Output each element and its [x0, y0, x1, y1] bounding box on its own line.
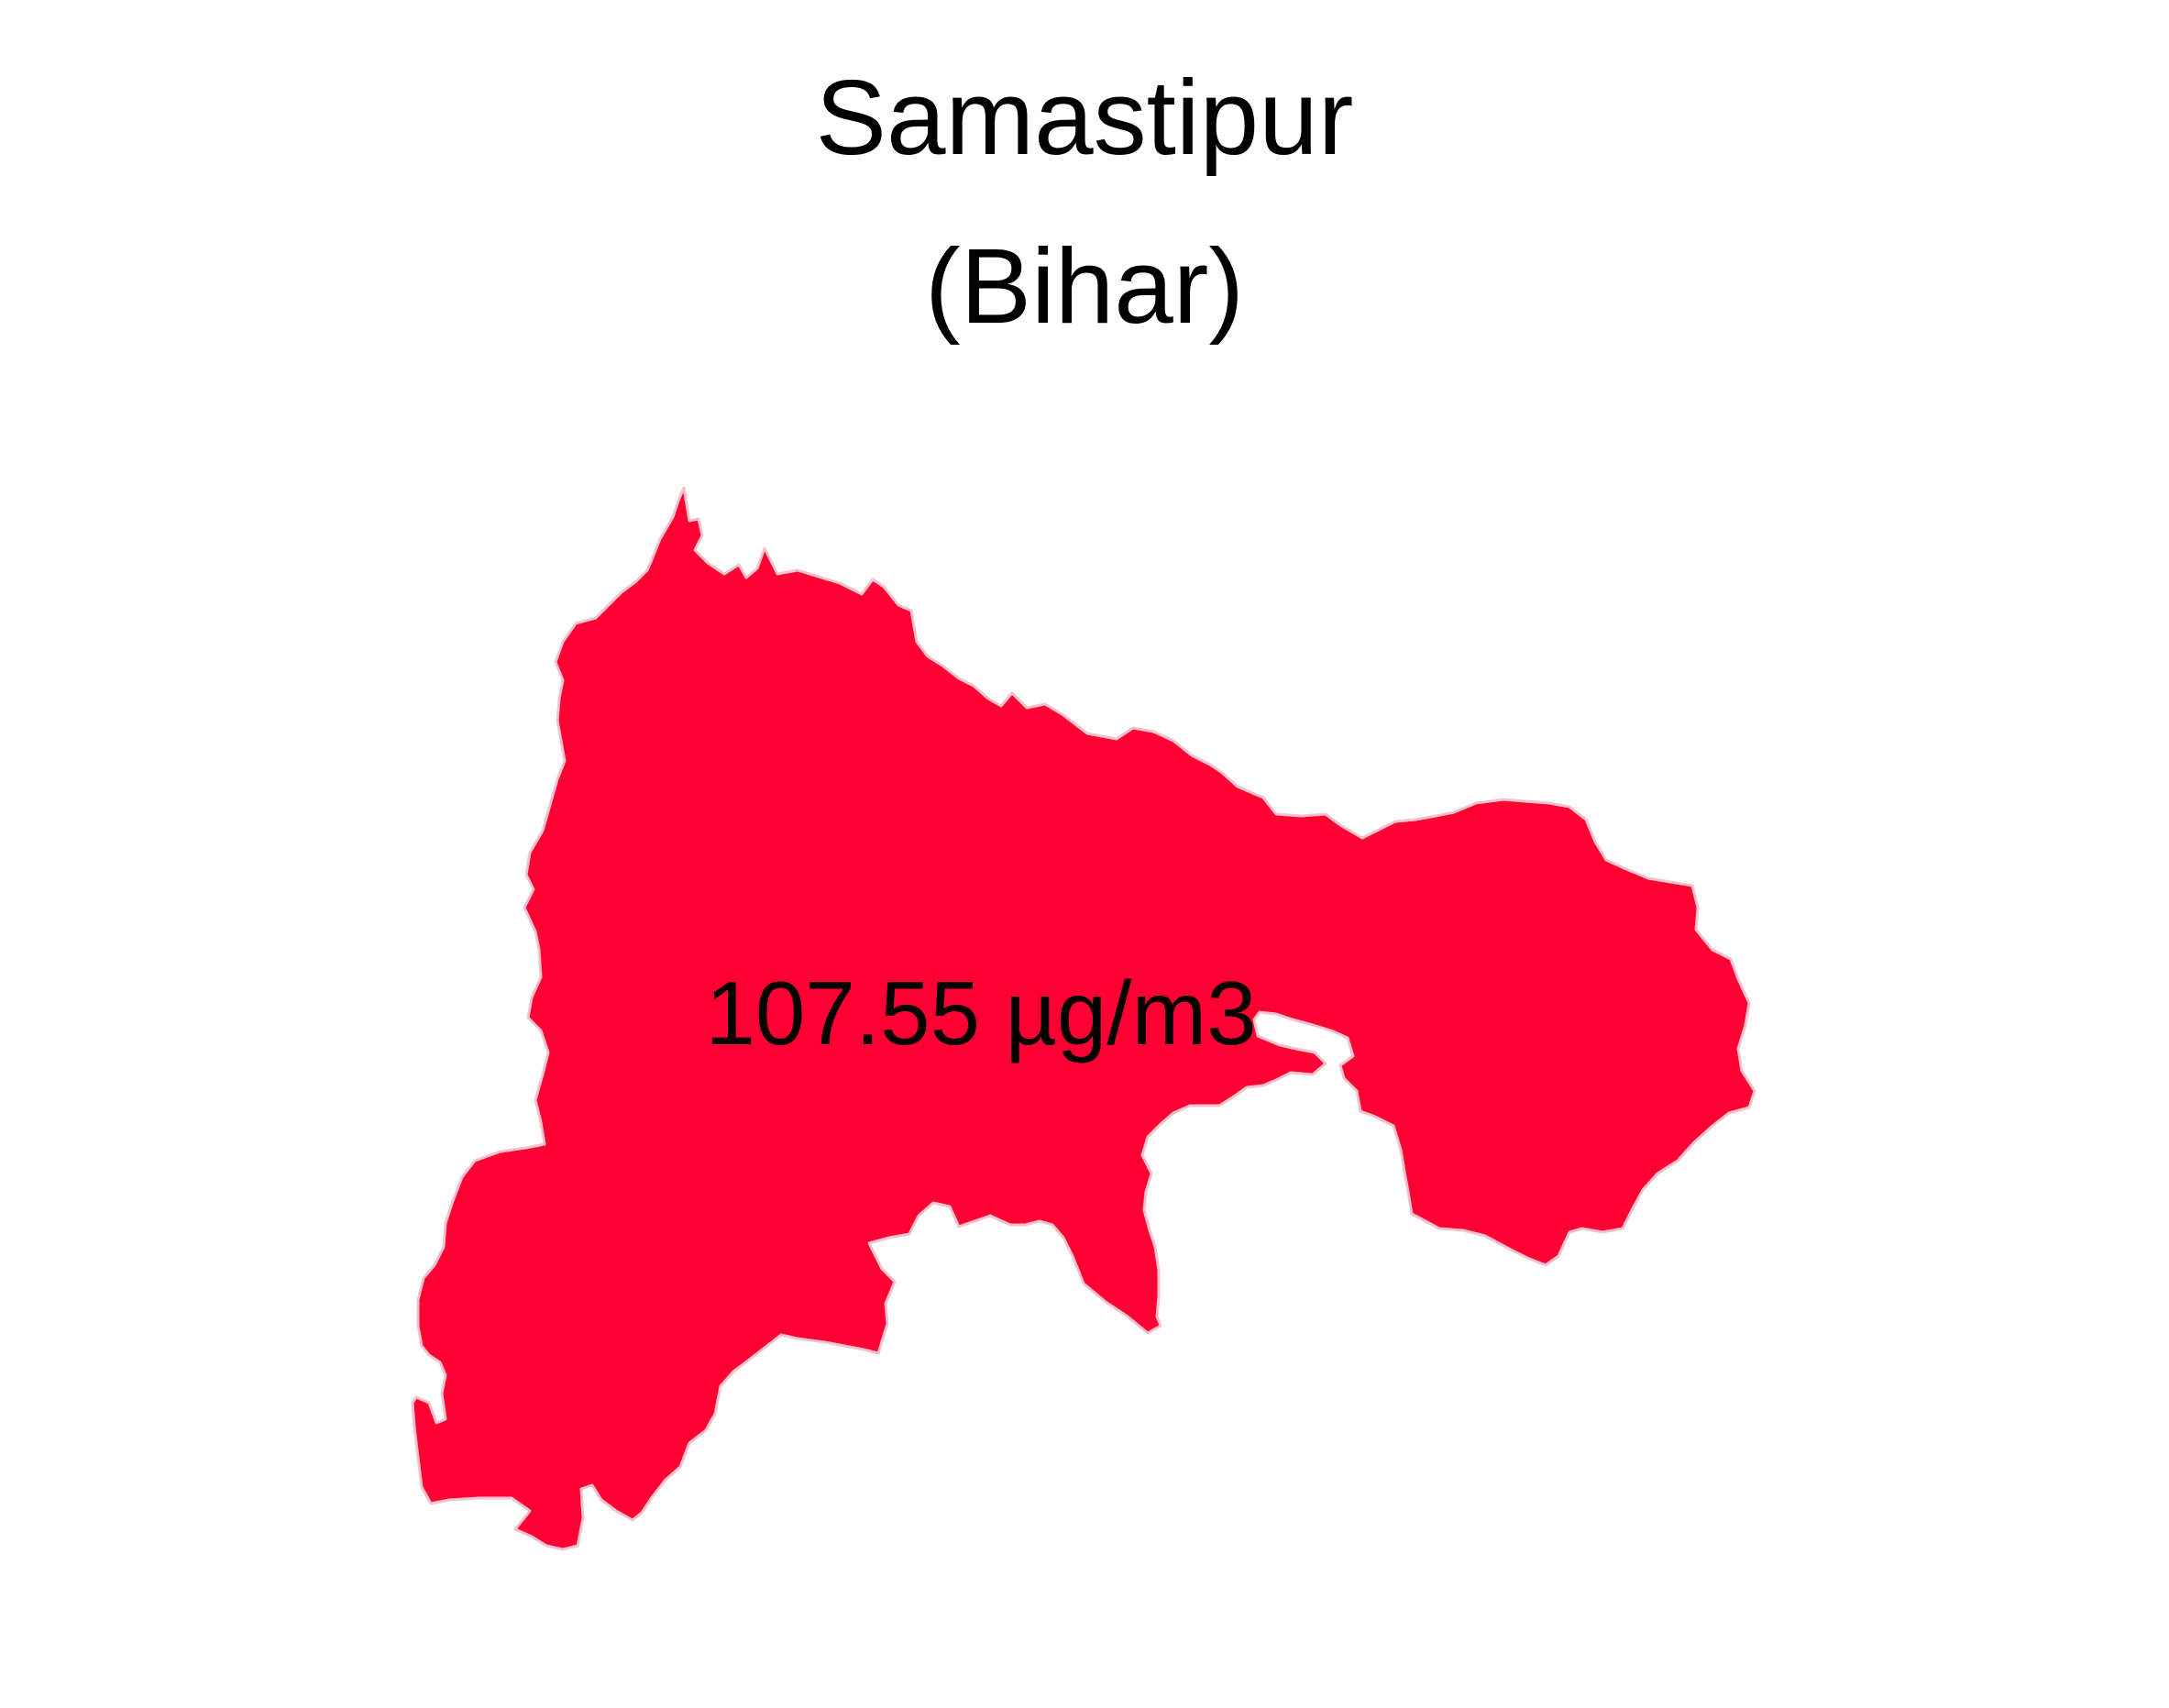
district-boundary-shape [411, 486, 1756, 1551]
map-subtitle: (Bihar) [924, 226, 1245, 346]
district-value-label: 107.55 µg/m3 [705, 963, 1257, 1063]
map-title: Samastipur [815, 58, 1354, 177]
